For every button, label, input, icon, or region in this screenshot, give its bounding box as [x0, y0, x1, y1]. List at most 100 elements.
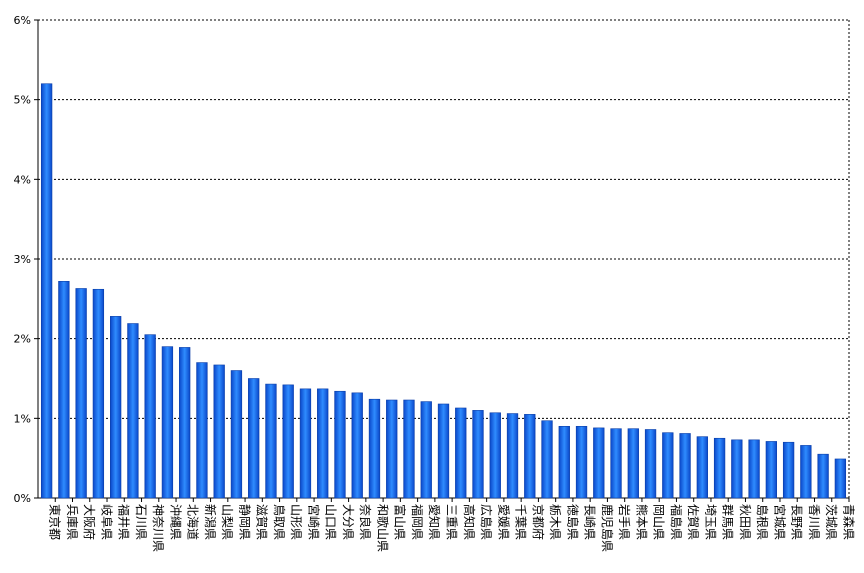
- x-tick-label: 兵庫県: [65, 504, 79, 540]
- x-tick-label: 神奈川県: [151, 504, 165, 552]
- x-tick-label: 福井県: [117, 504, 132, 540]
- bar: [800, 445, 812, 499]
- bar: [748, 439, 760, 499]
- bar: [179, 347, 191, 499]
- y-tick-label: 1%: [14, 412, 31, 425]
- x-tick-label: 徳島県: [565, 504, 580, 540]
- bar: [558, 425, 570, 499]
- x-tick-label: 大分県: [341, 504, 355, 540]
- x-tick-label: 京都府: [531, 504, 546, 540]
- bar: [213, 364, 225, 499]
- bar: [472, 410, 484, 499]
- x-tick-label: 群馬県: [721, 504, 735, 540]
- x-tick-label: 福島県: [669, 504, 684, 540]
- x-tick-label: 長崎県: [583, 504, 597, 540]
- y-tick-label: 3%: [14, 253, 31, 266]
- x-tick-label: 鳥取県: [272, 504, 287, 540]
- y-tick-label: 6%: [14, 14, 31, 27]
- y-tick-label: 0%: [14, 492, 31, 505]
- x-tick-label: 東京都: [48, 504, 62, 540]
- x-tick-label: 島根県: [755, 504, 770, 540]
- bar: [662, 432, 674, 499]
- bar: [40, 83, 53, 499]
- x-tick-label: 岡山県: [652, 504, 666, 540]
- x-tick-label: 長野県: [790, 504, 804, 540]
- y-tick-label: 4%: [14, 173, 31, 186]
- x-tick-label: 山梨県: [220, 504, 234, 540]
- bar: [386, 399, 398, 499]
- y-tick-labels: 0% 1% 2% 3% 4% 5% 6%: [14, 14, 31, 505]
- bar: [731, 439, 743, 499]
- x-tick-label: 愛媛県: [496, 504, 510, 540]
- x-tick-label: 山口県: [324, 504, 338, 540]
- bar: [299, 388, 312, 499]
- bar: [437, 403, 450, 499]
- x-tick-label: 愛知県: [427, 504, 441, 540]
- y-tick-label: 2%: [14, 333, 31, 346]
- x-tick-label: 静岡県: [237, 504, 251, 540]
- x-tick-label: 広島県: [479, 504, 494, 540]
- bar: [110, 316, 122, 499]
- x-tick-label: 大阪府: [82, 504, 97, 540]
- x-tick-label: 三重県: [445, 504, 459, 540]
- bar: [782, 441, 795, 499]
- x-tick-label: 佐賀県: [686, 504, 700, 540]
- bar: [403, 399, 415, 499]
- bar: [541, 420, 553, 499]
- y-tick-label: 5%: [14, 94, 31, 107]
- x-tick-label: 北海道: [186, 504, 201, 540]
- x-tick-label: 滋賀県: [255, 504, 269, 540]
- bar: [334, 390, 346, 499]
- bar: [248, 378, 260, 499]
- x-tick-label: 石川県: [134, 504, 148, 540]
- bar: [58, 281, 70, 499]
- bar: [679, 433, 691, 499]
- x-tick-label: 岐阜県: [99, 504, 113, 540]
- x-tick-label: 和歌山県: [375, 504, 390, 552]
- x-tick-label: 宮崎県: [306, 504, 321, 540]
- bar: [92, 288, 105, 499]
- x-tick-label: 沖縄県: [168, 504, 183, 540]
- bar: [713, 437, 726, 499]
- bar: [644, 429, 657, 499]
- bar: [455, 407, 467, 499]
- x-tick-labels: 東京都 兵庫県 大阪府 岐阜県 福井県 石川県 神奈川県 沖縄県 北海道 新潟県 山梨県 静岡県 滋賀県…: [48, 504, 857, 552]
- bar: [524, 414, 536, 499]
- bar: [230, 370, 243, 499]
- bar: [593, 427, 605, 499]
- x-tick-label: 山形県: [289, 504, 303, 540]
- x-tick-label: 新潟県: [203, 504, 218, 540]
- x-tick-label: 千葉県: [514, 504, 528, 540]
- bar: [420, 401, 432, 499]
- bars: [40, 83, 847, 499]
- bar: [317, 388, 329, 499]
- bar: [489, 412, 501, 499]
- bar: [575, 425, 588, 499]
- bar: [696, 436, 708, 499]
- bar: [127, 323, 139, 499]
- x-tick-label: 富山県: [393, 504, 408, 540]
- bar: [265, 383, 277, 499]
- bar: [196, 362, 208, 499]
- x-tick-label: 栃木県: [548, 504, 562, 540]
- x-tick-label: 福岡県: [410, 504, 425, 540]
- x-tick-label: 宮城県: [772, 504, 787, 540]
- bar: [351, 392, 363, 499]
- x-tick-label: 秋田県: [738, 504, 752, 540]
- bar: [161, 346, 174, 499]
- x-tick-label: 熊本県: [634, 504, 649, 540]
- bar: [75, 288, 87, 499]
- bar: [610, 428, 622, 499]
- x-tick-label: 奈良県: [358, 504, 373, 540]
- x-tick-label: 鹿児島県: [600, 504, 615, 552]
- bar: [834, 458, 847, 499]
- bar: [282, 384, 294, 499]
- bar: [627, 428, 639, 499]
- bar: [368, 398, 381, 499]
- x-tick-label: 高知県: [462, 504, 477, 540]
- bar: [817, 453, 829, 499]
- bar: [144, 334, 156, 499]
- x-tick-label: 香川県: [807, 504, 821, 540]
